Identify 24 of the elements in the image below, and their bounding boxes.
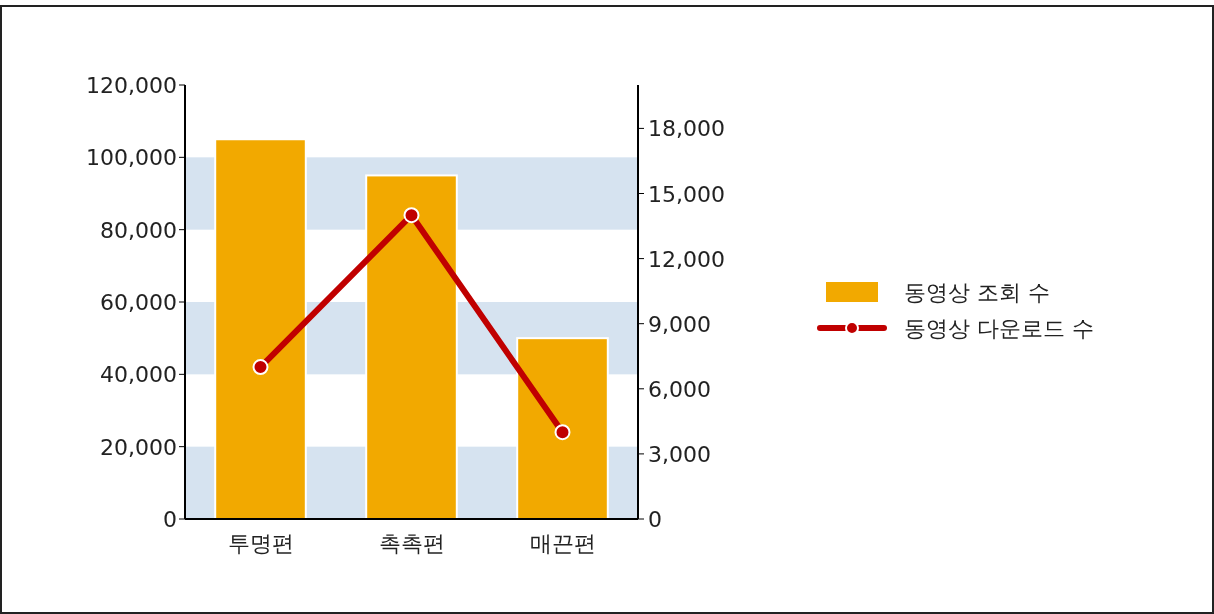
point xyxy=(554,424,571,441)
x-tick-label: 투명편 xyxy=(227,531,294,556)
bar xyxy=(214,138,307,520)
y-tick-label: 40,000 xyxy=(100,362,177,388)
y2-tick-label: 12,000 xyxy=(648,246,725,272)
point xyxy=(252,359,269,376)
y-tick-label: 80,000 xyxy=(100,217,177,243)
y2-tick-label: 15,000 xyxy=(648,181,725,207)
bar xyxy=(365,174,458,520)
y-tick-label: 100,000 xyxy=(86,145,177,171)
y-tick-label: 0 xyxy=(163,507,177,532)
y2-tick-label: 9,000 xyxy=(648,311,711,337)
y2-tick-label: 3,000 xyxy=(648,441,711,467)
y-tick-label: 60,000 xyxy=(100,290,177,315)
y2-tick-label: 0 xyxy=(648,507,662,532)
x-tick-label: 촉촉편 xyxy=(378,531,445,556)
legend-label: 동영상 다운로드 수 xyxy=(904,316,1094,341)
y-tick-label: 120,000 xyxy=(86,73,177,98)
y2-tick-label: 18,000 xyxy=(648,116,725,142)
y2-tick-label: 6,000 xyxy=(648,376,711,402)
point xyxy=(403,207,420,224)
bar xyxy=(516,337,609,520)
y-tick-label: 20,000 xyxy=(100,434,177,460)
x-tick-label: 매끈편 xyxy=(529,531,596,556)
